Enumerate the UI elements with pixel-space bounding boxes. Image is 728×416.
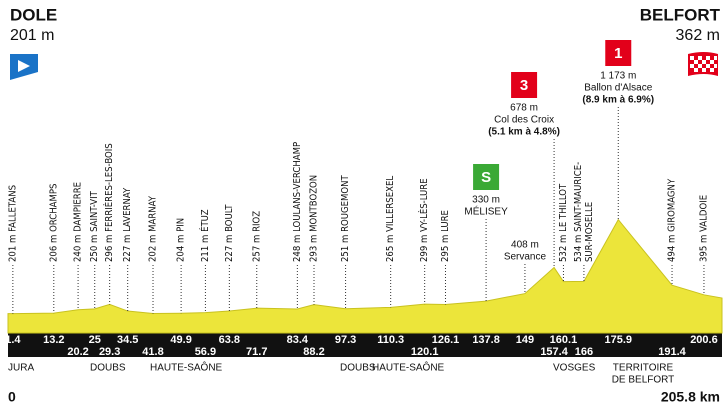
km-label: 25 — [89, 334, 101, 346]
waypoint-label: 250 m SAINT-VIT — [89, 190, 100, 262]
waypoint-label: Ballon d'Alsace — [584, 83, 653, 94]
waypoint-label: 293 m MONTBOZON — [309, 175, 320, 262]
waypoint-label: 395 m VALDOIE — [698, 195, 709, 262]
waypoint-label: 295 m LURE — [440, 210, 451, 262]
waypoint-label: 534 m SAINT-MAURICE- — [573, 162, 584, 262]
start-elevation: 201 m — [10, 27, 54, 44]
km-label: 157.4 — [540, 346, 568, 358]
finish-name: BELFORT — [640, 5, 721, 24]
marker-text: 1 — [614, 45, 622, 62]
km-label: 175.9 — [604, 334, 632, 346]
start-flag — [10, 54, 38, 80]
region-name: DOUBS — [340, 363, 376, 374]
region-name: DOUBS — [90, 363, 126, 374]
km-label: 29.3 — [99, 346, 120, 358]
waypoint-label: MÉLISEY — [464, 205, 508, 218]
marker-text: S — [481, 169, 491, 186]
marker-text: 3 — [520, 77, 528, 94]
finish-elevation: 362 m — [676, 27, 720, 44]
region-name: HAUTE-SAÔNE — [150, 361, 223, 374]
km-label: 63.8 — [219, 334, 240, 346]
region-name: HAUTE-SAÔNE — [372, 361, 445, 374]
waypoint-label: 227 m LAVERNAY — [122, 187, 133, 262]
km-label: 1.4 — [5, 334, 21, 346]
waypoint-label: SUR-MOSELLE — [584, 202, 595, 262]
km-label: 88.2 — [303, 346, 324, 358]
region-name: VOSGES — [553, 363, 596, 374]
marker-badge — [511, 72, 538, 98]
waypoint-label: (8.9 km à 6.9%) — [582, 95, 654, 106]
start-km: 0 — [8, 389, 16, 405]
elevation-profile — [7, 218, 723, 334]
km-label: 34.5 — [117, 334, 138, 346]
km-label: 97.3 — [335, 334, 356, 346]
km-label: 126.1 — [432, 334, 460, 346]
region-name: TERRITOIRE — [613, 363, 674, 374]
km-label: 83.4 — [287, 334, 309, 346]
waypoint-label: 265 m VILLERSEXEL — [385, 176, 396, 262]
km-label: 149 — [516, 334, 534, 346]
waypoint-label: 494 m GIROMAGNY — [667, 178, 678, 262]
km-label: 191.4 — [658, 346, 686, 358]
region-name: DE BELFORT — [612, 375, 675, 386]
waypoint-label: 211 m ÉTUZ — [199, 209, 211, 262]
waypoint-label: 330 m — [472, 195, 500, 206]
waypoint-label: Col des Croix — [494, 115, 554, 126]
km-label: 166 — [575, 346, 593, 358]
waypoint-label: (5.1 km à 4.8%) — [488, 127, 560, 138]
marker-badge — [605, 40, 632, 66]
finish-km: 205.8 km — [661, 389, 720, 405]
waypoint-label: 204 m PIN — [176, 218, 187, 262]
waypoint-label: 206 m ORCHAMPS — [48, 184, 59, 262]
start-name: DOLE — [10, 5, 57, 24]
waypoint-label: 257 m RIOZ — [251, 211, 262, 262]
waypoint-label: 201 m FALLETANS — [7, 185, 18, 262]
region-name: JURA — [8, 363, 34, 374]
km-label: 20.2 — [67, 346, 88, 358]
km-label: 200.6 — [690, 334, 718, 346]
waypoint-label: 251 m ROUGEMONT — [340, 174, 351, 262]
km-label: 56.9 — [195, 346, 216, 358]
km-label: 13.2 — [43, 334, 64, 346]
km-label: 49.9 — [170, 334, 191, 346]
waypoint-label: 678 m — [510, 103, 538, 114]
waypoint-label: 532 m LE THILLOT — [558, 183, 569, 262]
waypoint-label: 299 m VY-LÈS-LURE — [418, 178, 430, 262]
km-label: 41.8 — [142, 346, 163, 358]
waypoint-label: Servance — [504, 252, 547, 263]
waypoint-label: 202 m MARNAY — [148, 195, 159, 262]
waypoint-label: 296 m FERRIÈRES-LES-BOIS — [103, 143, 115, 262]
km-label: 71.7 — [246, 346, 267, 358]
km-label: 137.8 — [472, 334, 500, 346]
waypoint-label: 1 173 m — [600, 71, 636, 82]
marker-badge — [473, 164, 500, 190]
waypoint-label: 240 m DAMPIERRE — [73, 182, 84, 262]
km-label: 160.1 — [550, 334, 578, 346]
waypoint-label: 248 m LOULANS-VERCHAMP — [292, 142, 303, 262]
waypoint-label: 408 m — [511, 240, 539, 251]
waypoint-label: 227 m BOULT — [224, 204, 235, 262]
km-label: 110.3 — [377, 334, 404, 346]
km-band — [8, 333, 722, 357]
km-label: 120.1 — [411, 346, 439, 358]
finish-flag — [688, 52, 718, 76]
